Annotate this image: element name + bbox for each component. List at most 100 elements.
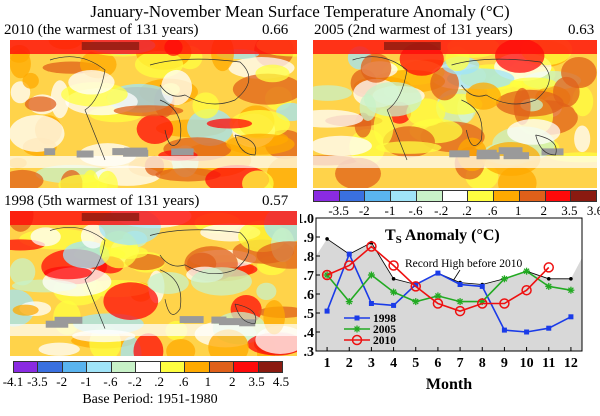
colorbar-tick-label: 3.5 [561, 203, 578, 218]
colorbar-swatch [258, 362, 282, 372]
anomaly-region [10, 169, 44, 188]
missing-data [179, 316, 204, 324]
missing-data [476, 152, 500, 160]
anomaly-region [113, 105, 184, 117]
marker-circle [454, 305, 466, 317]
colorbar-tick-label: .6 [487, 203, 498, 218]
map-2010-value: 0.66 [262, 22, 289, 38]
colorbar-swatch [87, 362, 112, 372]
coastline [451, 58, 550, 105]
y-tick-label: 1.0 [300, 212, 314, 227]
x-tick-label: 5 [412, 356, 419, 371]
legend-label: 1998 [373, 313, 396, 325]
missing-data [45, 320, 69, 328]
coastline [352, 56, 408, 161]
colorbar-swatch [391, 191, 417, 201]
anomaly-region [574, 125, 591, 153]
anomaly-region [513, 87, 531, 126]
map-2005 [313, 40, 597, 188]
anomaly-region [108, 245, 148, 259]
southern-ocean [10, 324, 297, 336]
map-2010 [10, 40, 297, 188]
anomaly-region [97, 170, 118, 188]
marker-circle [351, 334, 363, 346]
colorbar-swatch [234, 362, 259, 372]
annotation-arrow [452, 269, 461, 282]
missing-data [498, 147, 523, 155]
marker-square [479, 283, 485, 289]
y-tick-label: .7 [304, 269, 315, 284]
series-line [326, 245, 550, 312]
anomaly-region [38, 342, 80, 356]
base-period: Base Period: 1951-1980 [82, 392, 218, 407]
marker-square [457, 282, 463, 287]
colorbar-swatch [468, 191, 495, 201]
marker-circle [366, 241, 377, 252]
map-2005-label: 2005 (2nd warmest of 131 years) [314, 22, 513, 38]
anomaly-region [242, 170, 274, 188]
anomaly-region [553, 76, 580, 107]
anomaly-region [430, 67, 459, 101]
record-high-point [569, 277, 573, 281]
colorbar-tick-label: -2 [358, 203, 370, 218]
x-tick-label: 2 [346, 356, 353, 371]
y-tick-label: .8 [304, 250, 315, 265]
missing-data [218, 318, 243, 326]
anomaly-region [147, 271, 189, 294]
coastline [159, 269, 182, 315]
marker-square [501, 327, 507, 333]
x-tick-label: 11 [542, 356, 555, 371]
map-1998 [10, 211, 297, 356]
marker-circle [499, 298, 510, 309]
colorbar-tick-label: -3.5 [27, 374, 48, 389]
colorbar-tick-label: .6 [178, 374, 189, 389]
coastline [535, 134, 557, 156]
colorbar-swatch [339, 191, 366, 201]
x-tick-label: 9 [501, 356, 508, 371]
x-tick-label: 6 [434, 356, 441, 371]
colorbar-tick-label: -.2 [127, 374, 142, 389]
marker-circle [521, 284, 532, 296]
colorbar-tick-label: -.6 [103, 374, 118, 389]
missing-data [44, 148, 56, 156]
missing-data [503, 152, 530, 160]
marker-circle [388, 260, 399, 271]
chart-title-sub: S [396, 234, 402, 246]
colorbar-tick-label: -4.1 [2, 374, 24, 389]
marker-square [391, 302, 397, 308]
anomaly-region [509, 77, 557, 90]
figure-title: January-November Mean Surface Temperatur… [90, 2, 510, 21]
marker-square [568, 314, 574, 320]
anomaly-region [226, 133, 295, 155]
y-tick-label: .6 [304, 288, 315, 303]
marker-star [390, 289, 397, 296]
missing-data [124, 147, 148, 155]
colorbar-swatch [545, 191, 572, 201]
anomaly-region [229, 110, 290, 139]
anomaly-region [12, 304, 39, 316]
marker-star [346, 298, 353, 305]
colorbar-swatch [365, 191, 392, 201]
colorbar-tick-label: 4.5 [272, 374, 290, 389]
map-1998-label: 1998 (5th warmest of 131 years) [4, 193, 200, 209]
missing-data [171, 148, 194, 156]
colorbar-bottom [13, 361, 283, 373]
anomaly-region [187, 108, 234, 147]
anomaly-region [190, 267, 252, 296]
y-tick-label: .5 [304, 307, 315, 322]
arctic-anomaly [81, 213, 140, 221]
anomaly-region [313, 85, 352, 101]
colorbar-swatch [314, 191, 340, 201]
colorbar-swatch [209, 362, 235, 372]
arctic-anomaly [313, 40, 597, 54]
colorbar-swatch [442, 191, 469, 201]
marker-square [546, 325, 552, 331]
colorbar-tick-label: -.6 [408, 203, 423, 218]
arctic-anomaly [10, 211, 297, 225]
marker-star [523, 268, 530, 275]
anomaly-region [155, 168, 221, 182]
anomaly-region [133, 333, 164, 356]
x-axis-label: Month [426, 376, 472, 393]
anomaly-region [10, 114, 65, 152]
